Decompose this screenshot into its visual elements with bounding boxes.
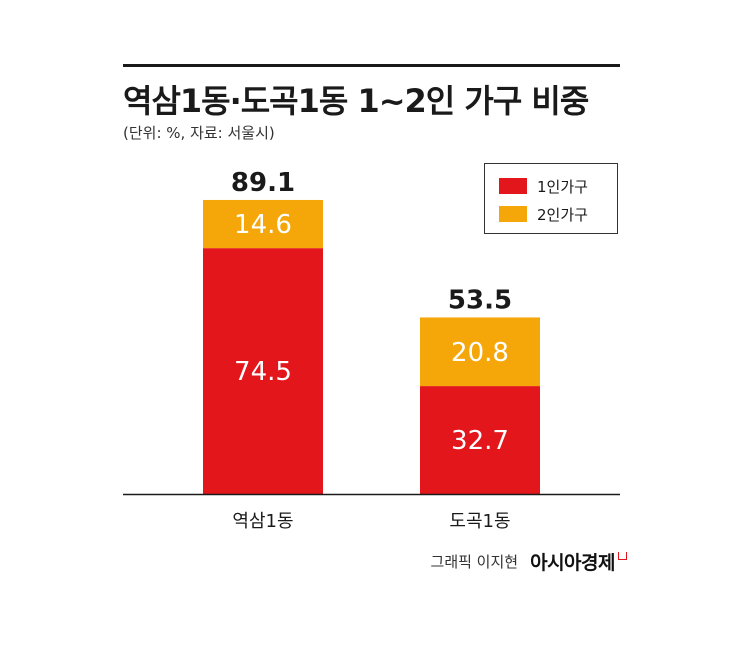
bar-1-1 xyxy=(203,248,323,494)
brand-mark-icon xyxy=(618,551,627,560)
bar-1-2 xyxy=(420,386,540,494)
value-label-2-1: 14.6 xyxy=(234,210,292,240)
chart-subtitle: (단위: %, 자료: 서울시) xyxy=(123,124,275,142)
category-label-1: 역삼1동 xyxy=(232,511,293,532)
value-label-1-1: 74.5 xyxy=(234,357,292,387)
category-label-2: 도곡1동 xyxy=(449,511,510,532)
total-label-2: 53.5 xyxy=(448,285,512,315)
credit: 그래픽 이지현 아시아경제 xyxy=(431,548,627,575)
legend-item-2: 2인가구 xyxy=(499,204,588,224)
brand-logo: 아시아경제 xyxy=(530,552,615,574)
legend-item-1: 1인가구 xyxy=(499,176,588,196)
legend-swatch-1 xyxy=(499,178,527,194)
value-label-2-2: 20.8 xyxy=(451,338,509,368)
top-rule xyxy=(123,64,620,67)
legend-swatch-2 xyxy=(499,206,527,222)
value-label-1-2: 32.7 xyxy=(451,426,509,456)
credit-text: 그래픽 이지현 xyxy=(430,553,519,571)
legend-label-2: 2인가구 xyxy=(537,205,588,224)
bar-2-2 xyxy=(420,317,540,387)
legend-label-1: 1인가구 xyxy=(537,177,588,196)
legend: 1인가구 2인가구 xyxy=(484,163,618,234)
total-label-1: 89.1 xyxy=(231,168,295,198)
chart-title: 역삼1동·도곡1동 1~2인 가구 비중 xyxy=(123,82,589,120)
bar-2-1 xyxy=(203,199,323,249)
